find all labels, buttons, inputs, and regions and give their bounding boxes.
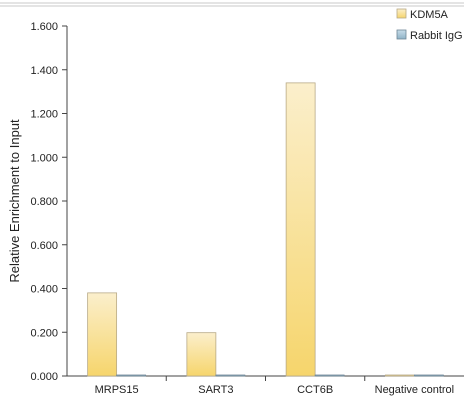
x-axis-ticks: MRPS15 SART3 CCT6B Negative control xyxy=(95,376,455,396)
y-axis-title: Relative Enrichment to Input xyxy=(7,119,22,283)
bar-rabbit-igg xyxy=(314,374,345,377)
bar-kdm5a xyxy=(87,292,118,377)
bar-kdm5a xyxy=(285,82,316,377)
y-tick-label: 0.400 xyxy=(30,284,58,296)
y-tick-label: 1.200 xyxy=(30,109,58,121)
y-tick-label: 1.600 xyxy=(30,21,58,33)
bar-rabbit-igg xyxy=(215,374,246,377)
bar-kdm5a xyxy=(186,332,217,377)
legend-label: Rabbit IgG xyxy=(410,30,463,42)
x-tick-label: Negative control xyxy=(375,384,455,396)
bar-rabbit-igg xyxy=(116,374,147,377)
x-tick-label: MRPS15 xyxy=(95,384,139,396)
y-tick-label: 0.600 xyxy=(30,240,58,252)
legend: KDM5A Rabbit IgG xyxy=(396,8,463,42)
bar-kdm5a xyxy=(384,374,415,377)
legend-swatch xyxy=(396,29,407,40)
legend-swatch xyxy=(396,8,407,19)
y-tick-label: 0.800 xyxy=(30,196,58,208)
x-tick-label: SART3 xyxy=(198,384,233,396)
y-tick-label: 0.000 xyxy=(30,371,58,383)
bar-series-group xyxy=(87,82,444,377)
legend-label: KDM5A xyxy=(410,9,449,21)
y-tick-label: 1.400 xyxy=(30,65,58,77)
x-tick-label: CCT6B xyxy=(297,384,333,396)
y-tick-label: 1.000 xyxy=(30,152,58,164)
bar-rabbit-igg xyxy=(413,374,444,377)
y-axis-ticks: 0.000 0.200 0.400 0.600 0.800 1.000 1.200 1.400… xyxy=(30,21,67,383)
y-tick-label: 0.200 xyxy=(30,327,58,339)
